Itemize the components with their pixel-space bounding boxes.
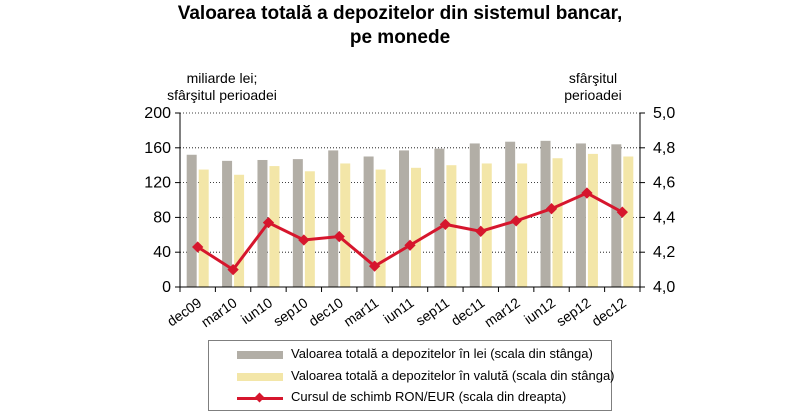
- y-left-tick-label: 200: [144, 105, 171, 122]
- bar-valuta: [587, 153, 598, 287]
- bar-lei: [505, 141, 516, 287]
- x-tick-label: dec11: [448, 294, 488, 329]
- x-tick-label: dec12: [589, 294, 630, 329]
- point-rate: [368, 260, 381, 272]
- legend-marker-rate: [254, 392, 265, 403]
- x-tick-label: mar12: [481, 294, 523, 330]
- legend-label-rate: Cursul de schimb RON/EUR (scala din drea…: [291, 389, 567, 404]
- bar-valuta: [411, 167, 421, 287]
- chart-title: Valoarea totală a depozitelor din sistem…: [177, 3, 623, 24]
- bar-valuta: [517, 163, 528, 287]
- legend-item-rate: Cursul de schimb RON/EUR (scala din drea…: [209, 388, 611, 406]
- point-rate: [510, 215, 522, 227]
- point-rate: [404, 239, 416, 251]
- x-tick-label: dec10: [306, 294, 347, 329]
- y-right-tick-label: 4,0: [653, 279, 675, 296]
- legend-swatch-valuta: [237, 373, 283, 381]
- y-left-tick-label: 40: [153, 244, 171, 261]
- right-axis-unit: sfârşitul perioadei: [548, 70, 638, 104]
- point-rate: [262, 216, 275, 229]
- x-tick-label: mar11: [340, 294, 381, 329]
- bar-lei: [186, 154, 197, 287]
- x-tick-label: mar10: [198, 294, 240, 330]
- point-rate: [439, 218, 452, 231]
- bar-valuta: [198, 169, 209, 287]
- y-right-tick-label: 4,8: [653, 140, 675, 157]
- bar-valuta: [481, 163, 492, 287]
- right-axis-unit-line2: perioadei: [564, 87, 622, 103]
- x-tick-label: iun12: [521, 294, 558, 327]
- chart-title-line2: pe monede: [349, 27, 451, 48]
- chart-area: 040801201602004,04,24,44,64,85,0dec09mar…: [144, 105, 675, 330]
- point-rate: [227, 263, 239, 276]
- x-tick-label: dec09: [164, 294, 205, 329]
- bar-lei: [363, 156, 374, 287]
- bar-lei: [328, 150, 339, 287]
- point-rate: [475, 225, 487, 237]
- y-right-tick-label: 5,0: [653, 105, 675, 122]
- x-tick-label: sep10: [270, 294, 311, 329]
- legend-item-lei: Valoarea totală a depozitelor în lei (sc…: [209, 345, 611, 363]
- point-rate: [545, 203, 558, 215]
- legend: Valoarea totală a depozitelor în lei (sc…: [208, 340, 615, 411]
- bar-valuta: [234, 174, 245, 287]
- bar-valuta: [623, 156, 634, 287]
- point-rate: [192, 241, 204, 253]
- point-rate: [616, 206, 628, 218]
- y-left-tick-label: 120: [144, 175, 171, 192]
- y-left-tick-label: 160: [144, 140, 171, 157]
- legend-label-valuta: Valoarea totală a depozitelor în valută …: [291, 368, 615, 383]
- right-axis-unit-line1: sfârşitul: [568, 70, 618, 86]
- bar-valuta: [304, 171, 315, 287]
- y-left-tick-label: 80: [153, 209, 171, 226]
- point-rate: [298, 234, 310, 246]
- bar-lei: [575, 143, 586, 287]
- bar-valuta: [552, 158, 563, 287]
- legend-label-lei: Valoarea totală a depozitelor în lei (sc…: [291, 346, 593, 361]
- legend-swatch-lei: [237, 351, 283, 359]
- legend-item-valuta: Valoarea totală a depozitelor în valută …: [209, 367, 615, 385]
- x-tick-label: iun10: [238, 294, 275, 327]
- bar-valuta: [375, 169, 386, 287]
- left-axis-unit: miliarde lei; sfârşitul perioadei: [152, 70, 292, 104]
- left-axis-unit-line2: sfârşitul perioadei: [167, 87, 277, 103]
- point-rate: [581, 187, 593, 199]
- bar-lei: [540, 140, 551, 287]
- bar-lei: [257, 159, 268, 287]
- x-tick-label: sep12: [553, 294, 594, 329]
- y-left-tick-label: 0: [162, 279, 171, 296]
- y-right-tick-label: 4,6: [653, 175, 675, 192]
- left-axis-unit-line1: miliarde lei;: [186, 70, 258, 86]
- bar-lei: [434, 148, 445, 287]
- bar-lei: [611, 144, 622, 287]
- x-tick-label: iun11: [380, 294, 417, 326]
- bar-lei: [469, 143, 480, 287]
- bar-lei: [222, 160, 233, 287]
- x-tick-label: sep11: [413, 294, 453, 329]
- bar-lei: [399, 150, 409, 287]
- y-right-tick-label: 4,4: [653, 209, 675, 226]
- bar-valuta: [340, 163, 351, 287]
- point-rate: [333, 230, 345, 243]
- y-right-tick-label: 4,2: [653, 244, 675, 261]
- bar-lei: [292, 159, 303, 287]
